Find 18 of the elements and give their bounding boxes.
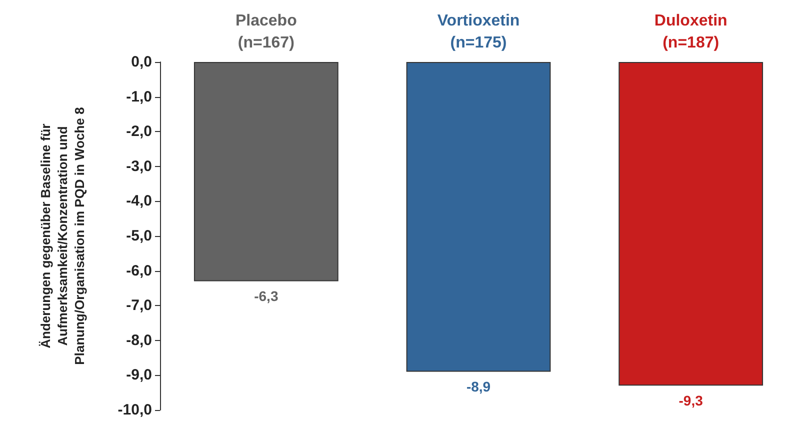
y-tick-label: -3,0 — [126, 158, 152, 175]
y-tick-label: -7,0 — [126, 297, 152, 314]
x-tick-label: Duloxetin (n=187) — [654, 12, 728, 52]
x-tick-label: Vortioxetin (n=175) — [437, 12, 520, 52]
y-tick-label: -10,0 — [118, 402, 152, 418]
data-label: -9,3 — [678, 392, 704, 409]
data-label: -6,3 — [254, 288, 278, 304]
y-tick-label: -1,0 — [126, 88, 152, 106]
y-tick-label: -2,0 — [126, 123, 152, 140]
y-tick-label: -6,0 — [126, 262, 152, 280]
y-axis-title: Änderungen gegenüber Baseline für Aufmerksamkeit/Konzentration und Planung/Organisation im PQD in Woche 8 — [38, 107, 87, 365]
y-tick-label: 0,0 — [131, 54, 152, 70]
y-tick-label: -8,0 — [126, 332, 152, 349]
x-tick-label: Placebo (n=167) — [235, 12, 298, 52]
y-tick-label: -4,0 — [126, 192, 152, 210]
data-label: -8,9 — [466, 378, 491, 395]
y-tick-label: -9,0 — [126, 366, 152, 384]
y-tick-label: -5,0 — [126, 228, 152, 244]
